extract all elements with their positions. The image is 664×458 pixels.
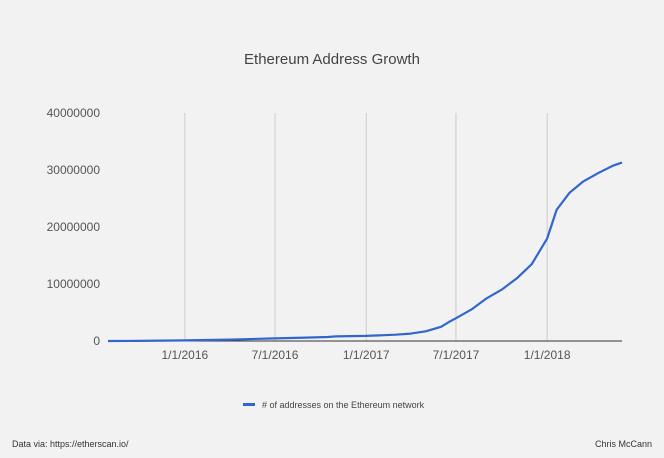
chart-title: Ethereum Address Growth bbox=[244, 51, 420, 68]
footer-source: Data via: https://etherscan.io/ bbox=[12, 439, 129, 449]
chart-svg: Ethereum Address Growth 0 10000000 2000000… bbox=[12, 51, 652, 449]
x-tick-label: 1/1/2017 bbox=[343, 348, 390, 362]
x-tick-label: 1/1/2018 bbox=[524, 348, 571, 362]
legend-swatch bbox=[243, 403, 255, 406]
y-tick-label: 30000000 bbox=[47, 163, 101, 177]
x-gridlines bbox=[184, 113, 548, 341]
x-tick-label: 7/1/2017 bbox=[433, 348, 480, 362]
series-line-addresses bbox=[107, 161, 623, 343]
y-tick-labels: 0 10000000 20000000 30000000 40000000 bbox=[47, 106, 101, 348]
y-tick-label: 20000000 bbox=[47, 220, 101, 234]
x-tick-labels: 1/1/2016 7/1/2016 1/1/2017 7/1/2017 1/1/2018 bbox=[161, 348, 570, 362]
y-tick-label: 40000000 bbox=[47, 106, 101, 120]
x-tick-label: 1/1/2016 bbox=[161, 348, 208, 362]
y-tick-label: 0 bbox=[93, 334, 100, 348]
legend: # of addresses on the Ethereum network bbox=[243, 400, 425, 410]
x-tick-label: 7/1/2016 bbox=[252, 348, 299, 362]
legend-label: # of addresses on the Ethereum network bbox=[262, 400, 425, 410]
footer-author: Chris McCann bbox=[595, 439, 652, 449]
y-tick-label: 10000000 bbox=[47, 277, 101, 291]
chart-frame: Ethereum Address Growth 0 10000000 2000000… bbox=[5, 5, 659, 453]
